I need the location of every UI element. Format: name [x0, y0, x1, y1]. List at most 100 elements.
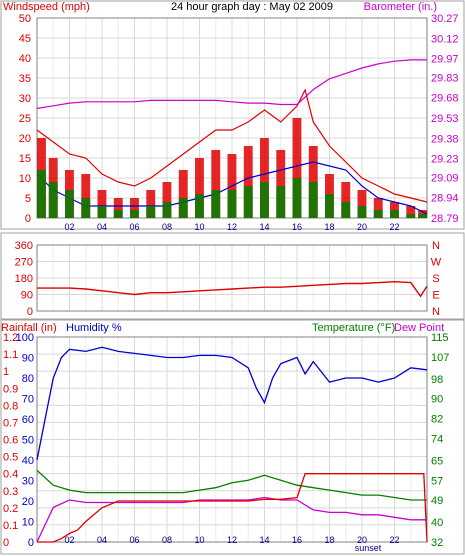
panel3-rainfall-ticks: 0 0.1 0.2 0.3 0.4 0.5 0.6 0.7 0.8 0.9 1 1.1 1.2	[3, 332, 18, 549]
y-tick-label: 60	[22, 414, 34, 426]
y-tick-label: 50	[22, 435, 34, 447]
compass-letter: N	[432, 306, 440, 318]
y-tick-label: 0.7	[3, 417, 18, 429]
y-tick-label: 0.6	[3, 435, 18, 447]
bar-wind	[292, 178, 302, 218]
y-tick-label: 29.97	[431, 54, 459, 66]
bar-windspeed	[357, 190, 367, 218]
y-tick-label: 65	[431, 455, 443, 467]
y-tick-label: 180	[15, 273, 33, 285]
y-tick-label: 35	[19, 73, 31, 85]
bar-wind	[113, 210, 123, 218]
barometer-axis-label: Barometer (in.)	[364, 1, 437, 13]
x-tick-label: 20	[357, 222, 367, 232]
y-tick-label: 40	[19, 53, 31, 65]
rainfall-axis-label: Rainfall (in)	[1, 322, 57, 334]
line-temperature	[36, 469, 427, 501]
bar-windspeed	[97, 190, 107, 218]
panel2-plot-area	[36, 244, 428, 312]
bar-windspeed	[130, 198, 139, 218]
y-tick-label: 0.4	[3, 469, 18, 481]
x-tick-label: 20	[357, 535, 367, 545]
y-tick-label: 40	[22, 455, 34, 467]
y-tick-label: 0.5	[3, 452, 18, 464]
bar-wind	[97, 206, 107, 218]
y-tick-label: 82	[431, 414, 443, 426]
y-tick-label: 90	[22, 353, 34, 365]
x-tick-label: 14	[259, 535, 269, 545]
y-tick-label: 115	[431, 332, 449, 344]
y-tick-label: 29.83	[431, 72, 459, 84]
panel2-series	[37, 280, 428, 298]
x-tick-label: 12	[227, 535, 237, 545]
panel1-series	[36, 59, 428, 218]
y-tick-label: 49	[431, 495, 443, 507]
bar-wind	[48, 182, 58, 218]
compass-letter: S	[432, 273, 439, 285]
y-tick-label: 360	[15, 240, 33, 252]
y-tick-label: 29.23	[431, 154, 459, 166]
compass-letter: W	[431, 257, 442, 269]
y-tick-label: 270	[15, 257, 33, 269]
bar-wind	[162, 202, 172, 218]
y-tick-label: 90	[431, 394, 443, 406]
bar-wind	[130, 210, 139, 218]
bar-windspeed	[260, 138, 269, 218]
x-tick-label: 10	[194, 222, 204, 232]
bar-windspeed	[113, 198, 123, 218]
panel3-series	[36, 346, 428, 543]
y-tick-label: 0	[25, 213, 31, 225]
y-tick-label: 15	[19, 153, 31, 165]
y-tick-label: 50	[19, 13, 31, 25]
y-tick-label: 10	[19, 173, 31, 185]
y-tick-label: 5	[25, 193, 31, 205]
x-tick-label: 06	[129, 222, 139, 232]
temperature-axis-label: Temperature (°F)	[312, 322, 395, 334]
bar-windspeed	[81, 174, 91, 218]
bar-wind	[406, 214, 416, 218]
x-tick-label: 22	[389, 535, 399, 545]
y-tick-label: 1.2	[3, 332, 18, 344]
bar-windspeed	[178, 170, 188, 218]
y-tick-label: 28.94	[431, 193, 459, 205]
bar-wind	[227, 190, 237, 218]
y-tick-label: 29.38	[431, 133, 459, 145]
y-tick-label: 0.2	[3, 503, 18, 515]
y-tick-label: 80	[22, 373, 34, 385]
y-tick-label: 10	[22, 517, 34, 529]
y-tick-label: 1	[3, 366, 9, 378]
panel3-temperature-ticks: 32 40 49 57 65 74 82 90 98 107 115	[431, 332, 449, 549]
bar-wind	[65, 190, 74, 218]
bar-wind	[195, 194, 204, 218]
line-gust	[36, 88, 428, 203]
panel2-degree-ticks: 0 90 180 270 360	[15, 240, 33, 318]
y-tick-label: 0	[28, 537, 34, 549]
bar-wind	[81, 198, 91, 218]
bar-wind	[146, 206, 156, 218]
bar-windspeed	[341, 182, 351, 218]
y-tick-label: 30	[22, 476, 34, 488]
bar-windspeed	[162, 182, 172, 218]
y-tick-label: 40	[431, 517, 443, 529]
sunset-label-panel3: sunset	[355, 543, 382, 553]
bar-wind	[260, 182, 269, 218]
y-tick-label: 30.12	[431, 33, 459, 45]
y-tick-label: 20	[19, 133, 31, 145]
y-tick-label: 30	[19, 93, 31, 105]
x-tick-label: 14	[259, 222, 269, 232]
x-tick-label: 04	[97, 535, 107, 545]
x-tick-label: 02	[64, 535, 74, 545]
bar-windspeed	[211, 150, 221, 218]
bar-wind	[390, 210, 399, 218]
wind-barometer-panel: Windspeed (mph) 24 hour graph day : May …	[0, 0, 465, 242]
x-tick-label: 10	[194, 535, 204, 545]
panel3-humidity-ticks: 0 10 20 30 40 50 60 70 80 90 100	[16, 332, 34, 549]
y-tick-label: 0.8	[3, 400, 18, 412]
panel1-windspeed-ticks: 0 5 10 15 20 25 30 35 40 45 50	[19, 13, 31, 225]
y-tick-label: 32	[431, 537, 443, 549]
line-barometer	[36, 59, 427, 110]
y-tick-label: 0	[27, 306, 33, 318]
panel3-grid	[37, 336, 427, 543]
